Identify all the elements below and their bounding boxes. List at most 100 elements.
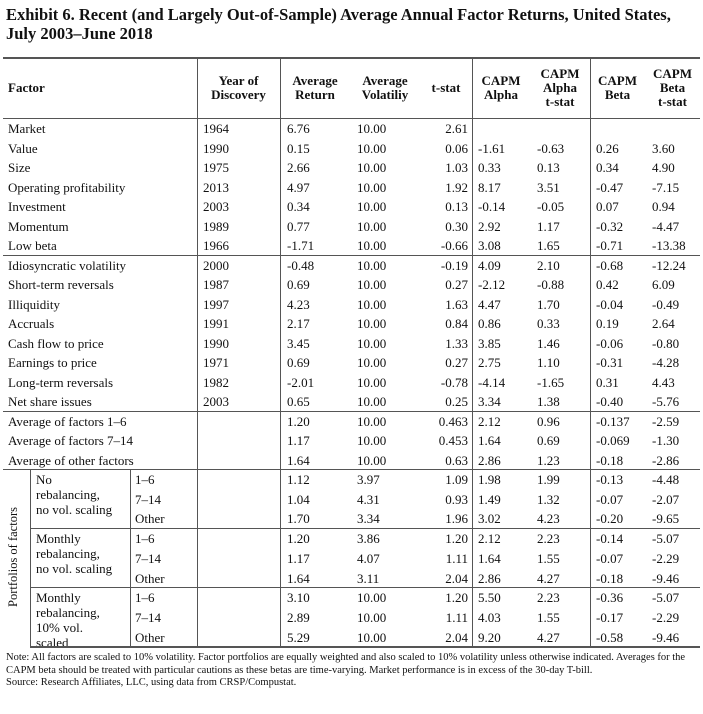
value-cell: 10.00 <box>357 277 387 292</box>
value-cell: 4.23 <box>287 296 310 312</box>
value-cell: 0.33 <box>537 316 560 331</box>
value-cell: 1.98 <box>478 472 501 487</box>
year-cell: 2000 <box>203 257 229 273</box>
value-cell: 1.17 <box>287 433 310 448</box>
value-cell: -2.29 <box>652 609 680 625</box>
value-cell: 10.00 <box>357 335 387 351</box>
value-cell: 1.20 <box>445 590 468 606</box>
value-cell: 3.02 <box>478 511 501 527</box>
value-cell: 1.32 <box>537 491 560 507</box>
year-cell: 2013 <box>203 179 229 195</box>
portfolio-subset: 1–6 <box>135 472 155 487</box>
value-cell: 10.00 <box>357 374 387 390</box>
value-cell: 0.69 <box>537 433 560 448</box>
value-cell: -0.20 <box>596 511 624 527</box>
value-cell: -4.48 <box>652 472 680 487</box>
value-cell: 1.55 <box>537 550 560 566</box>
value-cell: 0.13 <box>537 160 560 175</box>
value-cell: 1.92 <box>445 179 468 195</box>
value-cell: 4.07 <box>357 550 380 566</box>
value-cell: 0.453 <box>438 433 468 448</box>
value-cell: -0.18 <box>596 452 624 468</box>
value-cell: 4.31 <box>357 491 380 507</box>
value-cell: 1.11 <box>445 550 468 566</box>
value-cell: -4.28 <box>652 355 680 370</box>
value-cell: 10.00 <box>357 355 387 370</box>
portfolio-subset: 7–14 <box>135 550 161 566</box>
value-cell: 4.47 <box>478 296 501 312</box>
value-cell: -0.49 <box>652 296 680 312</box>
value-cell: 0.27 <box>445 277 468 292</box>
rule <box>30 646 700 648</box>
factor-name: Illiquidity <box>8 296 60 312</box>
value-cell: 0.33 <box>478 160 501 175</box>
value-cell: 2.17 <box>287 316 310 331</box>
value-cell: 10.00 <box>357 160 387 175</box>
value-cell: 2.61 <box>445 121 468 136</box>
factor-name: Short-term reversals <box>8 277 114 292</box>
value-cell: -5.76 <box>652 394 680 409</box>
portfolio-subset: Other <box>135 570 165 586</box>
value-cell: 0.26 <box>596 140 619 156</box>
value-cell: 1.09 <box>445 472 468 487</box>
value-cell: 0.13 <box>445 199 468 214</box>
value-cell: -2.59 <box>652 413 680 429</box>
value-cell: 0.86 <box>478 316 501 331</box>
value-cell: 6.09 <box>652 277 675 292</box>
rule <box>3 118 700 119</box>
source: Source: Research Affiliates, LLC, using … <box>6 677 297 688</box>
value-cell: -5.07 <box>652 531 680 547</box>
factor-name: Cash flow to price <box>8 335 104 351</box>
value-cell: 0.42 <box>596 277 619 292</box>
value-cell: 3.34 <box>478 394 501 409</box>
value-cell: -0.68 <box>596 257 624 273</box>
rule <box>3 469 700 470</box>
value-cell: 3.86 <box>357 531 380 547</box>
value-cell: -0.18 <box>596 570 624 586</box>
year-cell: 1982 <box>203 374 229 390</box>
value-cell: -0.32 <box>596 218 624 234</box>
value-cell: 4.27 <box>537 570 560 586</box>
value-cell: -0.04 <box>596 296 624 312</box>
value-cell: 0.93 <box>445 491 468 507</box>
value-cell: 4.97 <box>287 179 310 195</box>
value-cell: -0.88 <box>537 277 565 292</box>
year-cell: 1997 <box>203 296 229 312</box>
portfolio-label: No rebalancing, no vol. scaling <box>36 472 113 517</box>
value-cell: 2.12 <box>478 413 501 429</box>
value-cell: 2.23 <box>537 531 560 547</box>
value-cell: 1.55 <box>537 609 560 625</box>
factor-name: Average of factors 1–6 <box>8 413 127 429</box>
value-cell: 6.76 <box>287 121 310 136</box>
factor-name: Idiosyncratic volatility <box>8 257 127 273</box>
portfolio-subset: 7–14 <box>135 491 161 507</box>
value-cell: 3.45 <box>287 335 310 351</box>
value-cell: 0.30 <box>445 218 468 234</box>
value-cell: 2.66 <box>287 160 310 175</box>
factor-name: Investment <box>8 199 66 214</box>
value-cell: -0.36 <box>596 590 624 606</box>
value-cell: 1.20 <box>445 531 468 547</box>
value-cell: 1.17 <box>287 550 310 566</box>
year-cell: 1990 <box>203 335 229 351</box>
rule <box>3 255 700 256</box>
value-cell: 4.23 <box>537 511 560 527</box>
factor-name: Average of factors 7–14 <box>8 433 134 448</box>
value-cell: 3.34 <box>357 511 380 527</box>
factor-name: Net share issues <box>8 394 92 409</box>
value-cell: 0.96 <box>537 413 560 429</box>
value-cell: 1.99 <box>537 472 560 487</box>
value-cell: -0.58 <box>596 629 624 645</box>
value-cell: 1.64 <box>478 433 501 448</box>
value-cell: -2.12 <box>478 277 506 292</box>
value-cell: 2.10 <box>537 257 560 273</box>
value-cell: 1.04 <box>287 491 310 507</box>
value-cell: 10.00 <box>357 629 387 645</box>
value-cell: -4.14 <box>478 374 506 390</box>
portfolio-subset: Other <box>135 511 165 527</box>
value-cell: 0.06 <box>445 140 468 156</box>
column-header: CAPM Beta t-stat <box>653 65 692 109</box>
value-cell: 10.00 <box>357 238 387 253</box>
value-cell: 10.00 <box>357 218 387 234</box>
